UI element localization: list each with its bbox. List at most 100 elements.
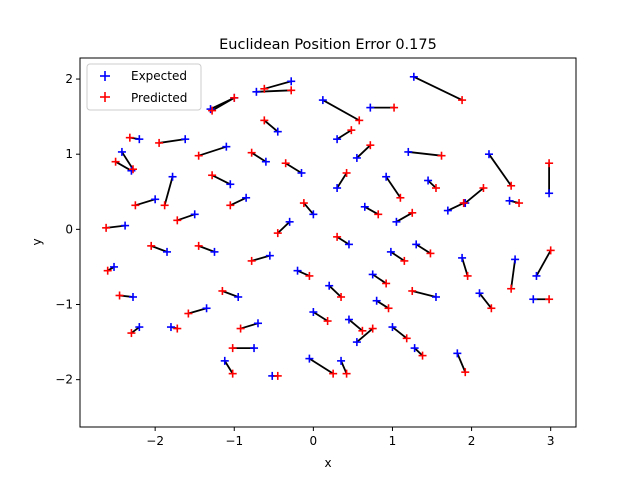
error-line	[372, 273, 387, 285]
error-line	[348, 318, 363, 332]
plot-frame	[79, 57, 577, 428]
predicted-point	[299, 199, 308, 208]
predicted-point	[461, 368, 470, 377]
error-line	[447, 202, 465, 212]
expected-point	[163, 247, 172, 256]
error-line	[535, 249, 552, 277]
expected-point	[545, 189, 554, 198]
error-line	[427, 179, 437, 189]
expected-point	[366, 103, 375, 112]
expected-point	[388, 323, 397, 332]
error-line	[510, 259, 516, 289]
error-line	[336, 129, 352, 140]
legend-marker-expected	[100, 71, 110, 81]
expected-point	[151, 195, 160, 204]
expected-point	[222, 142, 231, 151]
expected-point	[505, 196, 514, 205]
predicted-point	[125, 133, 134, 142]
expected-point	[305, 354, 314, 363]
predicted-point	[273, 229, 282, 238]
error-line	[240, 322, 259, 330]
predicted-point	[342, 369, 351, 378]
error-line	[408, 151, 442, 157]
error-line	[229, 196, 247, 207]
expected-point	[410, 344, 419, 353]
expected-point	[121, 221, 130, 230]
predicted-point	[479, 184, 488, 193]
predicted-point	[390, 103, 399, 112]
expected-point	[220, 356, 229, 365]
x-tick-label: 0	[310, 434, 318, 448]
predicted-point	[103, 266, 112, 275]
predicted-point	[281, 159, 290, 168]
error-line	[210, 97, 235, 110]
predicted-point	[463, 271, 472, 280]
y-tick-label: −1	[55, 298, 73, 312]
expected-point	[409, 72, 418, 81]
error-line	[456, 353, 467, 373]
predicted-point	[218, 286, 227, 295]
predicted-point	[507, 284, 516, 293]
error-line	[356, 327, 374, 343]
expected-point	[511, 255, 520, 264]
expected-point	[458, 253, 467, 262]
error-line	[413, 75, 463, 101]
predicted-point	[147, 241, 156, 250]
error-line	[312, 311, 329, 322]
expected-point	[234, 292, 243, 301]
expected-point	[261, 157, 270, 166]
plot-area	[102, 72, 555, 380]
predicted-point	[545, 159, 554, 168]
predicted-point	[408, 208, 417, 217]
error-line	[461, 257, 469, 277]
predicted-point	[426, 249, 435, 258]
error-line	[391, 326, 408, 340]
expected-point	[453, 349, 462, 358]
error-line	[163, 176, 174, 206]
expected-point	[265, 251, 274, 260]
expected-point	[293, 266, 302, 275]
error-line	[412, 290, 437, 298]
y-axis: −2 −1 0 1 2	[55, 72, 80, 387]
x-tick-label: −2	[146, 434, 164, 448]
predicted-point	[102, 223, 111, 232]
x-tick-label: 3	[547, 434, 555, 448]
error-line	[222, 290, 239, 298]
expected-point	[352, 338, 361, 347]
error-line	[328, 285, 342, 298]
predicted-point	[337, 292, 346, 301]
predicted-point	[115, 291, 124, 300]
expected-point	[360, 202, 369, 211]
error-line	[198, 245, 215, 253]
predicted-point	[333, 232, 342, 241]
legend: Expected Predicted	[86, 63, 202, 111]
predicted-point	[487, 304, 496, 313]
error-line	[251, 151, 267, 163]
expected-point	[242, 193, 251, 202]
error-line	[308, 357, 334, 375]
predicted-point	[194, 241, 203, 250]
expected-point	[424, 176, 433, 185]
expected-point	[532, 271, 541, 280]
expected-point	[285, 217, 294, 226]
expected-point	[344, 240, 353, 249]
expected-point	[529, 295, 538, 304]
expected-point	[117, 147, 126, 156]
expected-point	[297, 168, 306, 177]
predicted-point	[408, 286, 417, 295]
predicted-point	[396, 193, 405, 202]
y-tick-label: −2	[55, 373, 73, 387]
predicted-point	[305, 271, 314, 280]
expected-point	[250, 344, 259, 353]
error-line	[285, 162, 302, 174]
legend-box	[86, 63, 202, 111]
predicted-point	[507, 181, 516, 190]
expected-point	[386, 247, 395, 256]
x-axis-label: x	[324, 456, 331, 470]
expected-point	[273, 127, 282, 136]
expected-point	[110, 262, 119, 271]
error-line	[121, 151, 134, 170]
predicted-point	[228, 344, 237, 353]
predicted-point	[208, 106, 217, 115]
predicted-point	[366, 141, 375, 150]
